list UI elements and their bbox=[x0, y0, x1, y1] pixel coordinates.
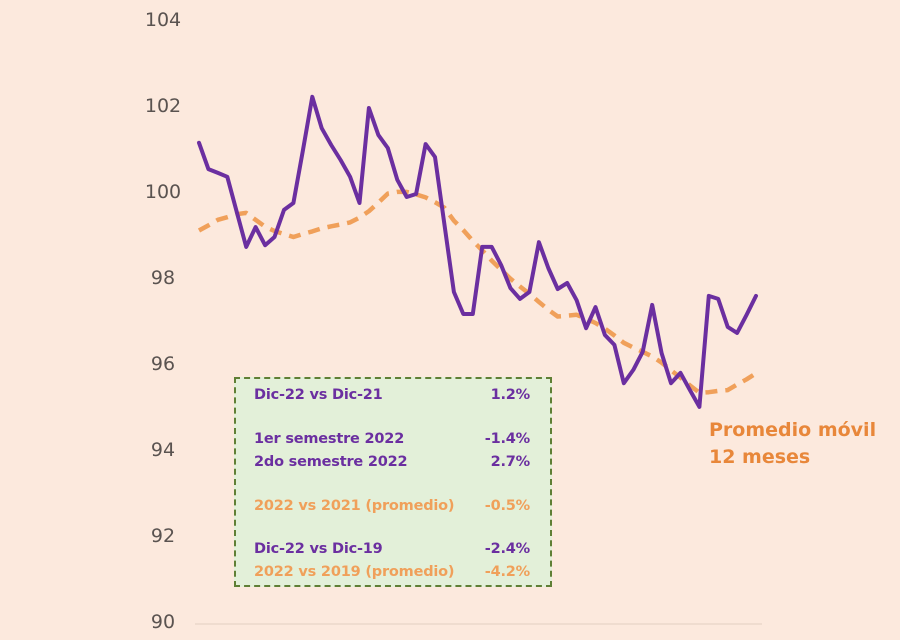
summary-row-label: Dic-22 vs Dic-19 bbox=[254, 541, 383, 557]
summary-row: 2do semestre 2022 2.7% bbox=[254, 454, 530, 470]
summary-row: 2022 vs 2019 (promedio) -4.2% bbox=[254, 564, 530, 580]
summary-box: Dic-22 vs Dic-21 1.2% 1er semestre 2022 … bbox=[234, 377, 552, 587]
summary-row-label: 2022 vs 2019 (promedio) bbox=[254, 564, 455, 580]
y-tick-label: 100 bbox=[144, 181, 182, 203]
moving-average-label-line2: 12 meses bbox=[709, 446, 811, 468]
y-tick-label: 92 bbox=[150, 525, 176, 547]
moving-average-label: Promedio móvil 12 meses bbox=[709, 417, 876, 471]
summary-row-label: 2do semestre 2022 bbox=[254, 454, 408, 470]
y-tick-label: 98 bbox=[150, 267, 176, 289]
summary-row-value: 2.7% bbox=[490, 454, 531, 470]
summary-row-value: 1.2% bbox=[490, 387, 531, 403]
summary-row-value: -4.2% bbox=[484, 564, 530, 580]
y-tick-label: 90 bbox=[150, 611, 176, 633]
series-layer bbox=[197, 94, 758, 409]
summary-row-value: -0.5% bbox=[484, 498, 530, 514]
moving-average-label-line1: Promedio móvil bbox=[709, 419, 877, 441]
summary-row-value: -1.4% bbox=[484, 431, 530, 447]
summary-row: Dic-22 vs Dic-21 1.2% bbox=[254, 387, 530, 403]
summary-row: 1er semestre 2022 -1.4% bbox=[254, 431, 530, 447]
summary-row-label: 1er semestre 2022 bbox=[254, 431, 405, 447]
summary-row-value: -2.4% bbox=[484, 541, 530, 557]
y-tick-label: 102 bbox=[144, 95, 182, 117]
y-tick-label: 96 bbox=[150, 353, 176, 375]
summary-row-label: Dic-22 vs Dic-21 bbox=[254, 387, 383, 403]
monthly-index-line bbox=[197, 94, 758, 409]
summary-row-label: 2022 vs 2021 (promedio) bbox=[254, 498, 455, 514]
y-tick-label: 104 bbox=[144, 9, 182, 31]
summary-row: Dic-22 vs Dic-19 -2.4% bbox=[254, 541, 530, 557]
summary-row: 2022 vs 2021 (promedio) -0.5% bbox=[254, 498, 530, 514]
y-tick-label: 94 bbox=[150, 439, 176, 461]
